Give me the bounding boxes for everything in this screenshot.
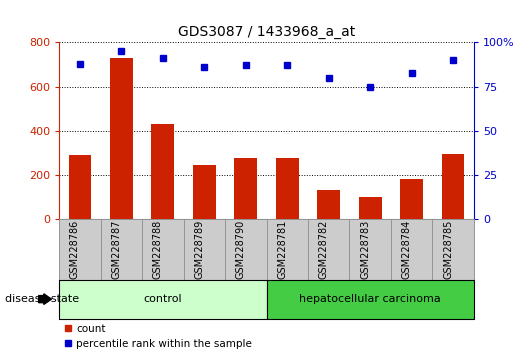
Bar bbox=[276, 158, 299, 219]
Text: GSM228789: GSM228789 bbox=[194, 220, 204, 279]
Text: hepatocellular carcinoma: hepatocellular carcinoma bbox=[299, 294, 441, 304]
Bar bbox=[433, 219, 474, 280]
Text: GSM228783: GSM228783 bbox=[360, 220, 370, 279]
Bar bbox=[267, 219, 308, 280]
Legend: count, percentile rank within the sample: count, percentile rank within the sample bbox=[64, 324, 252, 349]
Bar bbox=[225, 219, 267, 280]
Bar bbox=[391, 219, 433, 280]
Bar bbox=[267, 280, 474, 319]
Bar bbox=[184, 219, 225, 280]
Bar bbox=[68, 155, 91, 219]
Bar bbox=[101, 219, 142, 280]
Text: GSM228782: GSM228782 bbox=[319, 220, 329, 279]
Bar bbox=[110, 58, 133, 219]
Text: disease state: disease state bbox=[5, 294, 79, 304]
Bar bbox=[359, 198, 382, 219]
Bar bbox=[193, 165, 216, 219]
Bar bbox=[308, 219, 349, 280]
Bar bbox=[317, 190, 340, 219]
Text: GSM228784: GSM228784 bbox=[402, 220, 411, 279]
Bar bbox=[59, 219, 101, 280]
Bar bbox=[151, 124, 174, 219]
Title: GDS3087 / 1433968_a_at: GDS3087 / 1433968_a_at bbox=[178, 25, 355, 39]
Text: control: control bbox=[144, 294, 182, 304]
Text: GSM228785: GSM228785 bbox=[443, 220, 453, 279]
Text: GSM228787: GSM228787 bbox=[111, 220, 122, 279]
Text: GSM228790: GSM228790 bbox=[236, 220, 246, 279]
Text: GSM228786: GSM228786 bbox=[70, 220, 80, 279]
Bar bbox=[400, 178, 423, 219]
Bar bbox=[234, 158, 257, 219]
Text: GSM228788: GSM228788 bbox=[153, 220, 163, 279]
Bar bbox=[349, 219, 391, 280]
Bar bbox=[142, 219, 183, 280]
Text: GSM228781: GSM228781 bbox=[277, 220, 287, 279]
Bar bbox=[442, 154, 465, 219]
Bar bbox=[59, 280, 267, 319]
